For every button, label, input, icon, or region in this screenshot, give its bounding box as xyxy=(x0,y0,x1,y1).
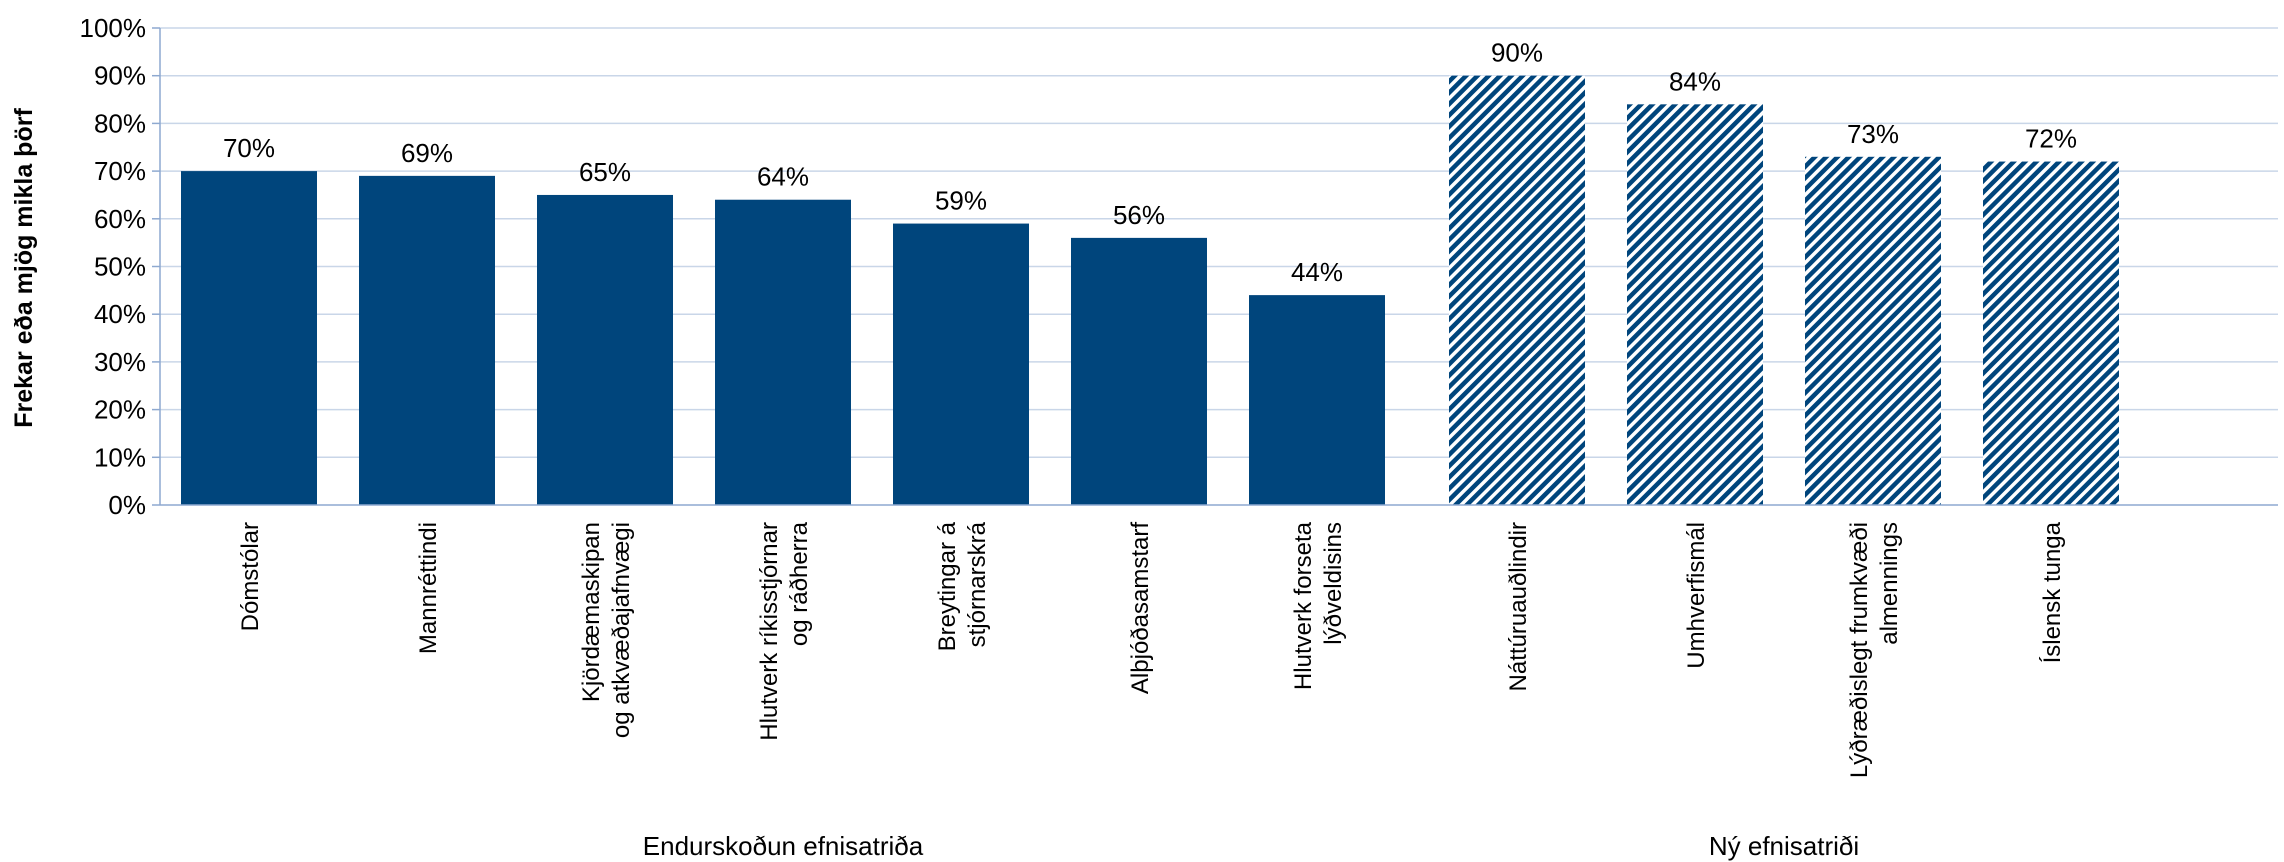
category-label: og ráðherra xyxy=(786,521,813,646)
data-label: 84% xyxy=(1669,66,1721,96)
bar xyxy=(1983,161,2119,505)
category-label: Náttúruauðlindir xyxy=(1505,522,1532,691)
category-label: stjórnarskrá xyxy=(964,521,991,647)
category-label: almennings xyxy=(1876,522,1903,645)
category-label: Kjördæmaskipan xyxy=(578,522,605,702)
bar xyxy=(537,194,673,505)
bar xyxy=(181,171,317,505)
y-tick-label: 80% xyxy=(94,108,146,138)
y-axis-title: Frekar eða mjög mikla þörf xyxy=(10,108,38,428)
data-label: 69% xyxy=(401,138,453,168)
category-label: og atkvæðajafnvægi xyxy=(608,522,635,738)
y-tick-label: 100% xyxy=(80,13,147,43)
data-label: 73% xyxy=(1847,119,1899,149)
group-label: Ný efnisatriði xyxy=(1709,831,1859,861)
y-tick-label: 70% xyxy=(94,156,146,186)
y-tick-label: 50% xyxy=(94,252,146,282)
y-tick-label: 0% xyxy=(108,490,146,520)
category-label: Mannréttindi xyxy=(415,522,442,654)
bar xyxy=(1449,75,1585,505)
data-label: 72% xyxy=(2025,124,2077,154)
y-tick-label: 60% xyxy=(94,204,146,234)
bar xyxy=(893,223,1029,505)
bar xyxy=(1249,295,1385,505)
category-label: Hlutverk ríkisstjórnar xyxy=(756,522,783,741)
y-tick-label: 20% xyxy=(94,395,146,425)
category-label: Hlutverk forseta xyxy=(1290,521,1317,690)
category-label: lýðveldisins xyxy=(1320,522,1347,645)
y-tick-label: 10% xyxy=(94,442,146,472)
data-label: 90% xyxy=(1491,38,1543,68)
data-label: 70% xyxy=(223,133,275,163)
y-tick-label: 30% xyxy=(94,347,146,377)
category-label: Dómstólar xyxy=(237,522,264,631)
bar xyxy=(1805,156,1941,506)
category-label: Umhverfismál xyxy=(1683,522,1710,669)
category-label: Íslensk tunga xyxy=(2039,521,2066,663)
data-label: 65% xyxy=(579,157,631,187)
data-label: 44% xyxy=(1291,257,1343,287)
bar xyxy=(1627,104,1763,505)
category-label: Alþjóðasamstarf xyxy=(1127,522,1154,694)
bar xyxy=(715,199,851,505)
y-tick-label: 40% xyxy=(94,299,146,329)
category-label: Lýðræðislegt frumkvæði xyxy=(1846,522,1873,778)
category-label: Breytingar á xyxy=(934,521,961,651)
data-label: 64% xyxy=(757,162,809,192)
group-label: Endurskoðun efnisatriða xyxy=(643,831,924,861)
bar xyxy=(359,175,495,505)
data-label: 59% xyxy=(935,186,987,216)
y-tick-label: 90% xyxy=(94,61,146,91)
data-label: 56% xyxy=(1113,200,1165,230)
bar xyxy=(1071,237,1207,505)
